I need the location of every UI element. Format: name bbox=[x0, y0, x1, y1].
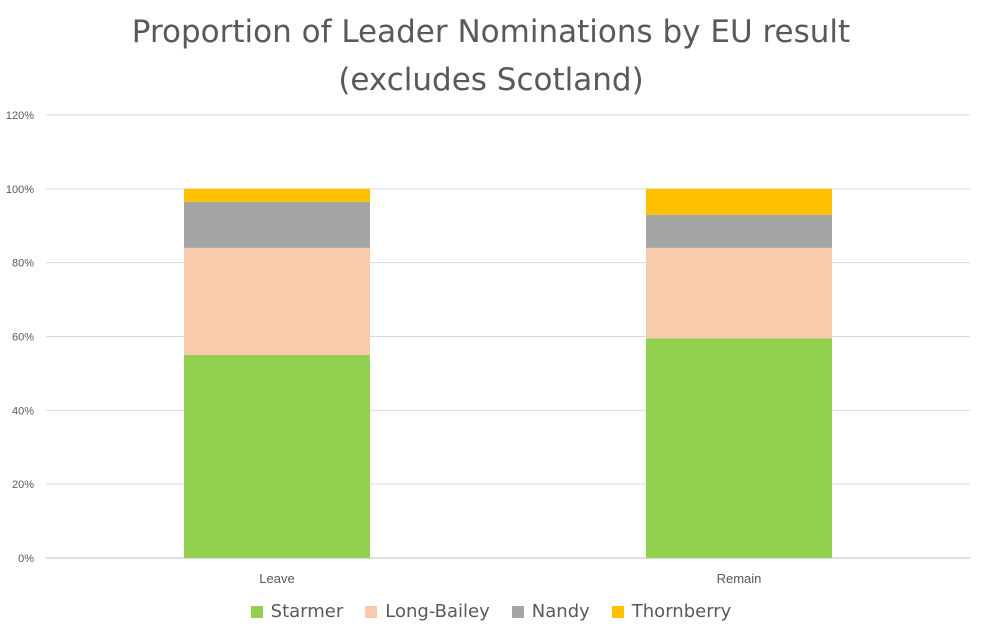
bar-segment-thornberry-remain bbox=[646, 188, 832, 215]
chart-legend: Starmer Long-Bailey Nandy Thornberry bbox=[0, 601, 982, 622]
legend-swatch bbox=[250, 605, 263, 618]
legend-label: Thornberry bbox=[631, 601, 732, 622]
legend-label: Nandy bbox=[531, 601, 590, 622]
bar-segment-nandy-leave bbox=[184, 201, 370, 248]
bar-segment-long-bailey-remain bbox=[646, 247, 832, 339]
bar-segment-starmer-leave bbox=[184, 354, 370, 558]
y-tick-label: 40% bbox=[12, 405, 34, 417]
title-line-2: (excludes Scotland) bbox=[338, 62, 644, 98]
chart-title: Proportion of Leader Nominations by EU r… bbox=[0, 8, 982, 104]
y-tick-label: 60% bbox=[12, 332, 34, 344]
legend-item: Thornberry bbox=[611, 601, 732, 622]
legend-item: Nandy bbox=[511, 601, 590, 622]
legend-swatch bbox=[511, 605, 524, 618]
legend-item: Long-Bailey bbox=[365, 601, 490, 622]
chart-plot: 0% 20% 40% 60% 80% 100% 120% Leave Remain bbox=[6, 110, 970, 586]
legend-swatch bbox=[611, 605, 624, 618]
bar-segment-long-bailey-leave bbox=[184, 247, 370, 355]
x-category-label: Remain bbox=[717, 571, 762, 586]
legend-swatch bbox=[365, 605, 378, 618]
bar-segment-thornberry-leave bbox=[184, 188, 370, 202]
y-tick-label: 0% bbox=[18, 553, 34, 565]
y-tick-label: 100% bbox=[6, 184, 34, 196]
y-tick-label: 120% bbox=[6, 110, 34, 122]
bar-segment-starmer-remain bbox=[646, 338, 832, 558]
legend-label: Long-Bailey bbox=[385, 601, 490, 622]
y-tick-label: 20% bbox=[12, 479, 34, 491]
legend-label: Starmer bbox=[270, 601, 344, 622]
x-category-label: Leave bbox=[259, 571, 294, 586]
title-line-1: Proportion of Leader Nominations by EU r… bbox=[131, 14, 851, 50]
legend-item: Starmer bbox=[250, 601, 344, 622]
bar-segment-nandy-remain bbox=[646, 214, 832, 248]
y-tick-label: 80% bbox=[12, 258, 34, 270]
